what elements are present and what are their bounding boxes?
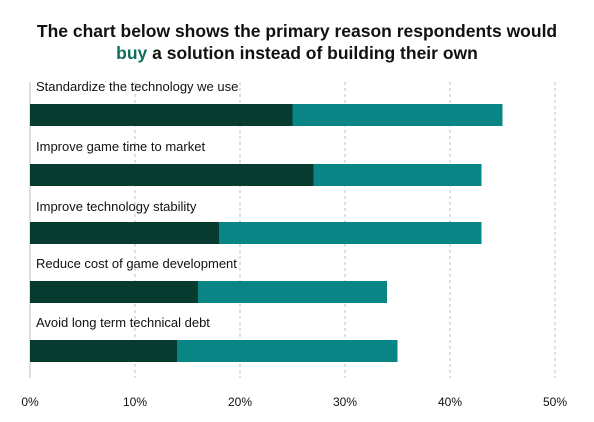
bar-segment-series-2 xyxy=(292,104,503,126)
bar-segment-series-2 xyxy=(219,222,482,244)
bar-segment-series-2 xyxy=(313,164,482,186)
chart-title-line1: The chart below shows the primary reason… xyxy=(36,21,558,41)
x-tick-label: 10% xyxy=(123,395,147,409)
chart-title: The chart below shows the primary reason… xyxy=(0,20,594,64)
chart-title-line2: buy a solution instead of building their… xyxy=(0,42,594,64)
chart-title-highlight: buy xyxy=(116,43,148,63)
category-labels: Standardize the technology we use Improve… xyxy=(36,79,238,330)
bar-segment-series-2 xyxy=(177,340,398,362)
category-label: Avoid long term technical debt xyxy=(36,315,210,330)
x-tick-label: 50% xyxy=(543,395,567,409)
x-tick-label: 40% xyxy=(438,395,462,409)
bar-segment-series-1 xyxy=(30,340,177,362)
bar-segment-series-1 xyxy=(30,104,293,126)
category-label: Reduce cost of game development xyxy=(36,256,237,271)
bar-segment-series-1 xyxy=(30,222,219,244)
bar-segment-series-2 xyxy=(198,281,387,303)
bar-segment-series-1 xyxy=(30,164,314,186)
x-tick-label: 20% xyxy=(228,395,252,409)
category-label: Improve game time to market xyxy=(36,139,205,154)
chart-title-rest: a solution instead of building their own xyxy=(147,43,478,63)
category-label: Improve technology stability xyxy=(36,199,197,214)
bars xyxy=(30,104,503,362)
x-tick-label: 0% xyxy=(21,395,39,409)
bar-segment-series-1 xyxy=(30,281,198,303)
x-axis-ticks: 0% 10% 20% 30% 40% 50% xyxy=(21,395,567,409)
x-tick-label: 30% xyxy=(333,395,357,409)
category-label: Standardize the technology we use xyxy=(36,79,238,94)
